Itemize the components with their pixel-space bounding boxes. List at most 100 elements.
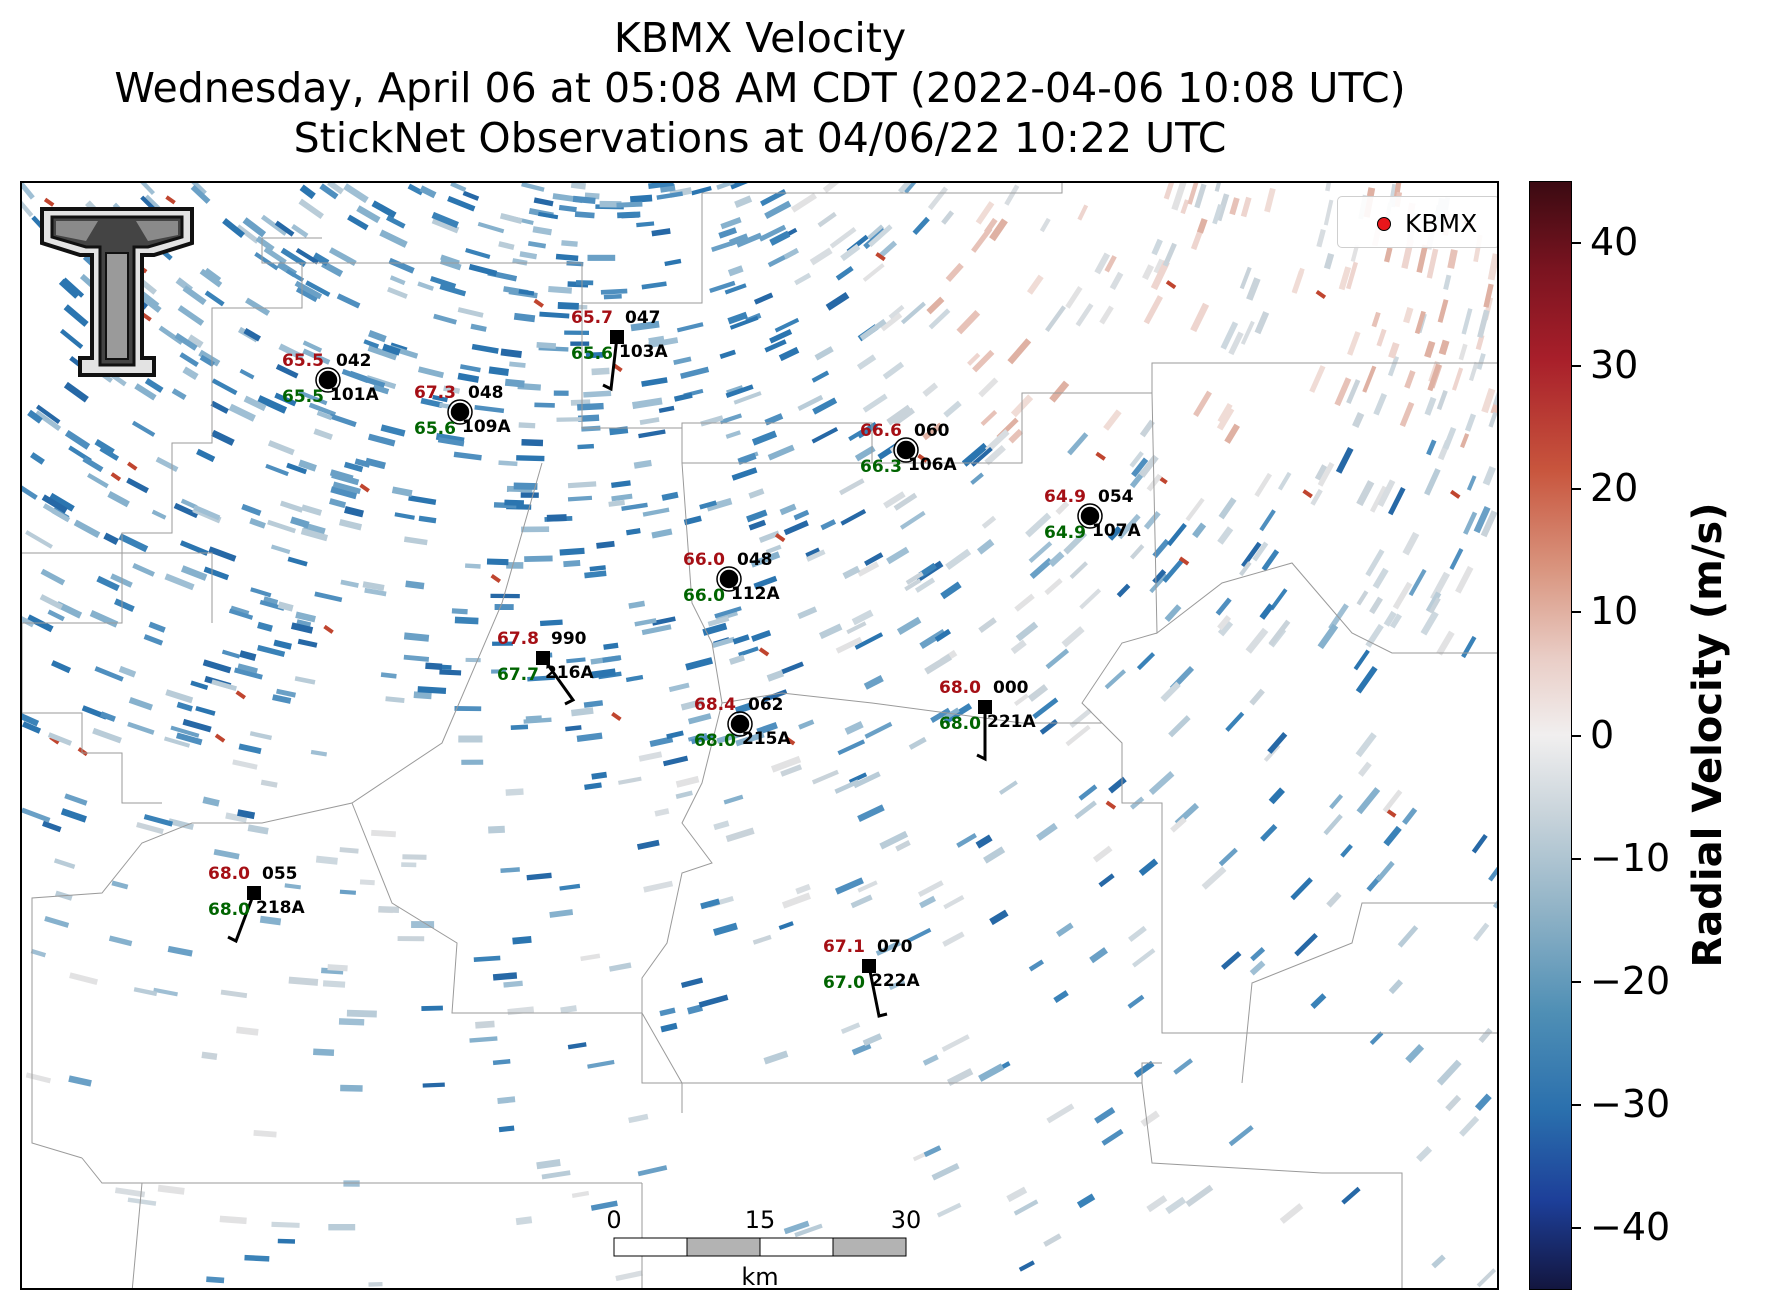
velocity-gate — [498, 241, 515, 251]
velocity-gate-outbound — [1095, 451, 1106, 461]
scale-bar-segment — [832, 1237, 907, 1257]
velocity-gate — [1477, 309, 1490, 338]
map-panel[interactable]: 65.5 042 65.5 101A 67.3 048 65.6 109A 65.7 047 65.… — [20, 181, 1499, 1290]
velocity-gate — [555, 253, 579, 262]
colorbar-tick-label: −30 — [1590, 1082, 1671, 1127]
velocity-gate — [809, 247, 833, 266]
velocity-gate — [267, 519, 296, 534]
velocity-gate — [818, 623, 843, 640]
velocity-gate — [260, 214, 288, 236]
velocity-gate — [1044, 578, 1063, 596]
county-boundary — [1241, 902, 1497, 1084]
kbmx-marker-icon — [1377, 217, 1391, 231]
velocity-gate — [1478, 1027, 1493, 1043]
velocity-gate-outbound — [1165, 280, 1177, 290]
velocity-gate — [723, 794, 744, 805]
velocity-gate — [298, 459, 317, 472]
velocity-gate — [571, 1190, 590, 1198]
velocity-gate — [587, 254, 616, 261]
station-112A[interactable]: 66.0 048 66.0 112A — [683, 550, 780, 606]
velocity-gate — [769, 230, 791, 246]
velocity-gate — [380, 424, 406, 437]
wind-barb-icon — [867, 965, 888, 1018]
velocity-gate — [971, 226, 993, 253]
velocity-gate — [451, 608, 468, 615]
velocity-gate — [1375, 860, 1395, 882]
velocity-gate — [1334, 377, 1352, 407]
velocity-gate — [1048, 551, 1065, 567]
station-221A[interactable]: 68.0 000 68.0 221A — [939, 678, 1036, 762]
velocity-gate — [778, 346, 800, 362]
velocity-gate — [503, 980, 523, 988]
velocity-gate — [945, 548, 972, 571]
velocity-gate — [420, 397, 443, 409]
station-square-icon — [247, 886, 261, 900]
station-temperature: 68.0 — [208, 864, 250, 884]
station-temperature: 66.0 — [683, 550, 725, 570]
velocity-gate — [634, 618, 657, 627]
scale-bar-segment — [759, 1237, 834, 1257]
velocity-gate — [110, 573, 133, 588]
station-pressure: 048 — [737, 550, 773, 570]
velocity-gate — [92, 727, 122, 744]
county-boundary — [1081, 632, 1497, 1034]
velocity-gate — [305, 280, 331, 297]
county-boundaries — [22, 183, 1497, 1288]
velocity-gate — [1474, 1093, 1492, 1112]
scale-bar: 0 15 30 km — [606, 1206, 921, 1288]
station-109A[interactable]: 67.3 048 65.6 109A — [414, 383, 511, 439]
velocity-gate — [183, 183, 207, 196]
velocity-gate — [1075, 303, 1094, 327]
velocity-gate — [296, 619, 312, 628]
colorbar-tick — [1572, 734, 1581, 737]
velocity-gate — [1399, 401, 1415, 427]
station-216A[interactable]: 67.8 990 67.7 216A — [497, 629, 594, 706]
velocity-gate — [905, 571, 924, 585]
velocity-gate — [687, 1004, 704, 1015]
velocity-gate — [298, 390, 328, 406]
velocity-gate — [1108, 776, 1127, 794]
velocity-gate — [779, 503, 797, 516]
velocity-gate — [22, 191, 34, 218]
velocity-gate — [1392, 581, 1413, 610]
station-101A[interactable]: 65.5 042 65.5 101A — [282, 351, 379, 407]
station-106A[interactable]: 66.6 060 66.3 106A — [860, 421, 957, 477]
velocity-gate — [1447, 249, 1458, 269]
station-circle-icon — [718, 568, 740, 590]
velocity-gate — [844, 721, 864, 735]
velocity-gate — [1424, 340, 1436, 359]
velocity-gate — [557, 302, 579, 310]
velocity-gate — [729, 315, 759, 330]
velocity-gate — [340, 1084, 363, 1092]
velocity-gate — [585, 351, 604, 359]
velocity-gate — [713, 922, 738, 936]
velocity-gate — [295, 286, 319, 303]
velocity-gate — [277, 601, 294, 612]
velocity-gate — [454, 706, 482, 712]
velocity-gate — [389, 275, 406, 286]
velocity-gate — [1194, 183, 1207, 209]
velocity-gate — [133, 987, 158, 997]
velocity-gate — [1221, 951, 1242, 970]
velocity-gate — [1369, 596, 1383, 615]
velocity-gate — [1043, 1233, 1062, 1247]
velocity-gate — [1309, 365, 1326, 393]
station-103A[interactable]: 65.7 047 65.6 103A — [571, 308, 668, 392]
velocity-gate — [344, 506, 364, 518]
velocity-gate-outbound — [43, 197, 55, 207]
velocity-gate — [462, 190, 480, 201]
velocity-gate — [1383, 247, 1393, 263]
velocity-gate — [490, 593, 520, 599]
velocity-gate — [1239, 561, 1252, 577]
station-218A[interactable]: 68.0 055 68.0 218A — [208, 864, 305, 944]
velocity-gate — [577, 443, 595, 450]
velocity-gate — [534, 402, 555, 408]
velocity-gate — [1228, 331, 1244, 356]
velocity-gate — [628, 600, 646, 609]
station-107A[interactable]: 64.9 054 64.9 107A — [1044, 487, 1141, 543]
velocity-gate — [577, 414, 600, 422]
station-215A[interactable]: 68.4 062 68.0 215A — [694, 695, 791, 751]
velocity-gate — [175, 732, 203, 746]
station-222A[interactable]: 67.1 070 67.0 222A — [823, 937, 920, 1018]
velocity-gate — [727, 265, 744, 277]
